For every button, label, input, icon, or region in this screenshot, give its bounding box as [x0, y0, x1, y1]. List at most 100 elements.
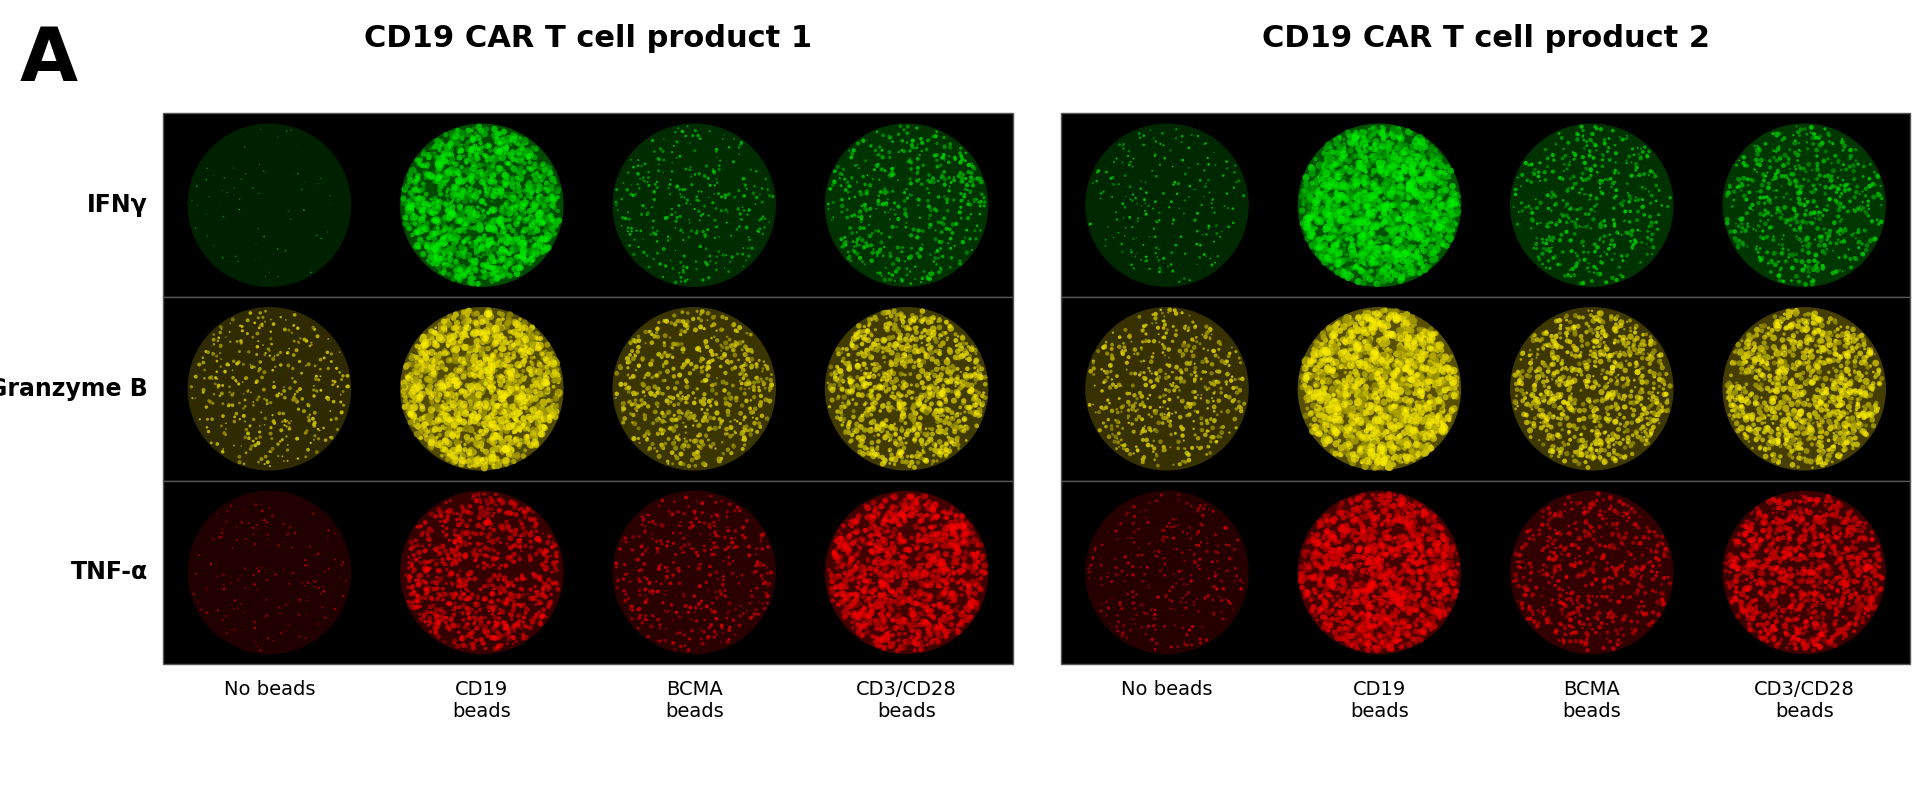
Point	[1373, 265, 1404, 278]
Point	[941, 623, 972, 636]
Point	[755, 189, 785, 202]
Point	[1344, 157, 1375, 170]
Point	[856, 448, 887, 461]
Point	[724, 184, 755, 197]
Point	[1344, 388, 1375, 401]
Point	[1786, 219, 1816, 232]
Point	[1753, 257, 1784, 270]
Point	[507, 344, 538, 357]
Point	[1640, 415, 1670, 428]
Point	[432, 448, 463, 461]
Point	[860, 448, 891, 461]
Point	[1732, 565, 1763, 578]
Point	[749, 355, 780, 368]
Point	[1361, 202, 1392, 215]
Point	[1766, 134, 1797, 147]
Point	[1315, 406, 1346, 419]
Point	[1845, 419, 1876, 432]
Point	[1384, 449, 1415, 462]
Point	[1419, 402, 1450, 415]
Point	[1759, 536, 1789, 549]
Point	[1423, 569, 1453, 582]
Point	[622, 400, 653, 413]
Point	[1828, 226, 1859, 239]
Point	[1394, 347, 1425, 360]
Point	[1398, 454, 1428, 467]
Point	[1379, 421, 1409, 434]
Point	[924, 635, 954, 648]
Point	[1853, 542, 1884, 555]
Point	[1622, 395, 1653, 408]
Point	[924, 345, 954, 358]
Point	[1311, 374, 1342, 387]
Point	[426, 181, 457, 194]
Point	[490, 412, 520, 425]
Point	[1715, 381, 1745, 394]
Point	[1348, 521, 1379, 534]
Point	[1323, 266, 1354, 279]
Point	[1741, 423, 1772, 436]
Point	[835, 222, 866, 235]
Point	[1309, 184, 1340, 197]
Point	[1388, 262, 1419, 275]
Point	[1603, 350, 1634, 363]
Point	[1855, 408, 1885, 421]
Point	[1526, 421, 1557, 434]
Point	[1388, 565, 1419, 578]
Point	[1394, 367, 1425, 380]
Point	[478, 439, 509, 452]
Point	[240, 578, 271, 590]
Point	[1711, 188, 1741, 201]
Point	[858, 243, 889, 256]
Point	[1154, 359, 1185, 372]
Point	[1786, 372, 1816, 385]
Point	[1559, 170, 1590, 183]
Point	[1788, 323, 1818, 336]
Point	[192, 413, 223, 426]
Point	[493, 437, 524, 450]
Point	[1290, 177, 1321, 190]
Point	[1599, 336, 1630, 349]
Point	[1555, 382, 1586, 394]
Point	[292, 594, 323, 607]
Point	[1344, 417, 1375, 430]
Point	[1405, 251, 1436, 264]
Point	[1734, 612, 1764, 625]
Point	[1811, 593, 1841, 606]
Point	[860, 519, 891, 532]
Point	[1619, 338, 1649, 351]
Point	[444, 590, 474, 603]
Point	[1565, 443, 1596, 456]
Point	[1548, 164, 1578, 177]
Point	[666, 546, 697, 559]
Point	[1344, 492, 1375, 505]
Point	[486, 183, 516, 196]
Point	[1590, 425, 1620, 438]
Point	[1317, 337, 1348, 350]
Point	[1363, 461, 1394, 474]
Point	[1409, 334, 1440, 347]
Point	[1407, 346, 1438, 359]
Point	[1628, 339, 1659, 352]
Point	[405, 391, 436, 404]
Point	[1309, 249, 1340, 262]
Point	[950, 372, 981, 385]
Point	[866, 501, 897, 514]
Point	[516, 368, 547, 381]
Point	[831, 543, 862, 556]
Point	[1338, 448, 1369, 461]
Point	[1210, 199, 1240, 212]
Point	[1413, 337, 1444, 350]
Point	[524, 617, 555, 630]
Point	[1194, 376, 1225, 389]
Point	[1722, 554, 1753, 567]
Point	[1116, 193, 1146, 206]
Point	[870, 494, 900, 507]
Point	[420, 423, 451, 436]
Point	[1427, 168, 1457, 181]
Point	[1528, 542, 1559, 555]
Point	[524, 235, 555, 248]
Point	[1323, 424, 1354, 437]
Point	[1609, 506, 1640, 519]
Point	[1380, 255, 1411, 268]
